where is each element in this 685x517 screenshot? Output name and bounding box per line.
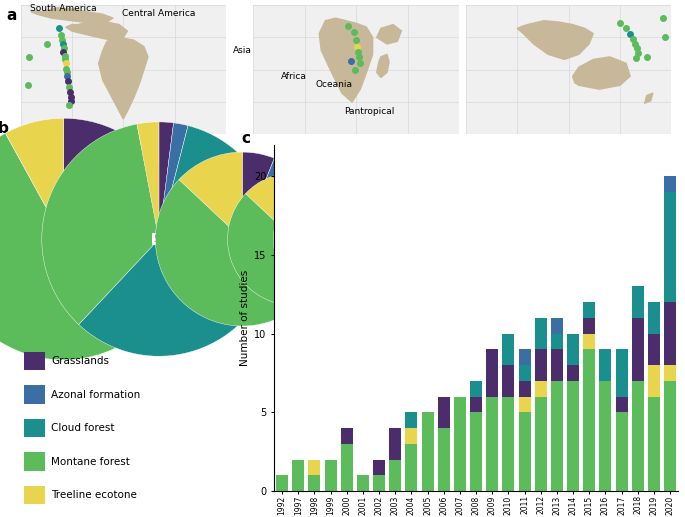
Bar [664,192,676,302]
Bar [438,397,450,428]
Bar [519,397,531,413]
Bar [406,444,417,491]
Bar [421,413,434,491]
Bar [24,419,45,437]
Bar [486,397,498,491]
Bar [308,460,321,476]
Bar [24,486,45,504]
Bar [373,476,385,491]
Bar [519,365,531,381]
Text: Cloud forest: Cloud forest [51,423,115,433]
Bar [551,318,563,333]
Bar [648,365,660,397]
Bar [535,381,547,397]
Bar [389,428,401,460]
Polygon shape [377,24,401,44]
Bar [470,413,482,491]
Bar [664,365,676,381]
Bar [406,413,417,428]
Bar [567,381,579,491]
Bar [519,381,531,397]
Bar [535,318,547,349]
Bar [454,397,466,491]
Bar [599,349,612,381]
Bar [648,302,660,333]
Bar [373,460,385,476]
Bar [648,397,660,491]
Polygon shape [517,21,593,59]
Polygon shape [377,54,389,78]
Text: c: c [242,131,251,146]
Bar [308,476,321,491]
Polygon shape [645,93,653,103]
Bar [551,349,563,381]
Bar [470,397,482,413]
Bar [502,365,514,397]
Bar [551,381,563,491]
Bar [599,381,612,491]
Bar [24,386,45,404]
Polygon shape [66,21,127,40]
Bar [325,460,336,491]
Bar [519,413,531,491]
Polygon shape [31,8,113,23]
Y-axis label: Number of studies: Number of studies [240,270,250,366]
Bar [583,349,595,491]
Text: b: b [0,121,9,136]
Bar [340,444,353,491]
Polygon shape [99,38,148,119]
Bar [292,460,304,491]
Bar [616,397,627,413]
Bar [502,333,514,365]
Bar [389,460,401,491]
Bar [632,381,644,491]
Text: Grasslands: Grasslands [51,356,110,366]
Bar [664,381,676,491]
Bar [519,349,531,365]
Bar [648,333,660,365]
Bar [535,397,547,491]
Text: Treeline ecotone: Treeline ecotone [51,490,137,500]
Bar [24,352,45,370]
Bar [567,365,579,381]
Bar [502,397,514,491]
Bar [357,476,369,491]
Bar [632,286,644,318]
Bar [406,428,417,444]
Bar [486,349,498,397]
Bar [583,302,595,318]
Bar [535,349,547,381]
Bar [567,333,579,365]
Bar [632,318,644,381]
Bar [583,333,595,349]
Text: a: a [7,8,17,23]
Text: Azonal formation: Azonal formation [51,389,140,400]
Bar [276,476,288,491]
Bar [551,333,563,349]
Text: Montane forest: Montane forest [51,457,130,466]
Bar [664,176,676,192]
Bar [340,428,353,444]
Polygon shape [319,18,373,102]
Bar [616,413,627,491]
Bar [583,318,595,333]
Bar [438,428,450,491]
Bar [664,302,676,365]
Bar [616,349,627,397]
Polygon shape [573,57,630,89]
Bar [24,452,45,470]
Bar [470,381,482,397]
